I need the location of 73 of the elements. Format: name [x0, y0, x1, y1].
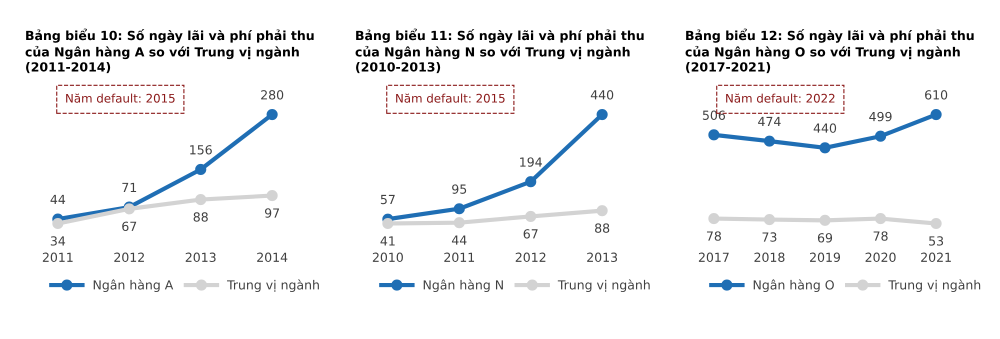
legend-label: Ngân hàng O [754, 279, 834, 292]
data-label: 44 [452, 236, 467, 245]
point [266, 190, 278, 202]
data-label: 88 [194, 212, 208, 222]
point [764, 136, 775, 147]
x-tick-label: 2011 [42, 252, 73, 262]
chart-title: Bảng biểu 11: Số ngày lãi và phí phải thu của Ngân hàng N so với Trung vị ngành (2010-2013) [356, 28, 644, 74]
data-label: 499 [869, 112, 892, 122]
data-label: 474 [758, 116, 781, 126]
point [266, 108, 278, 120]
legend-label: Ngân hàng N [424, 279, 503, 292]
data-label: 194 [520, 157, 542, 167]
point [930, 218, 942, 230]
point [382, 218, 394, 230]
data-label: 57 [380, 194, 395, 204]
x-tick-label: 2020 [866, 252, 896, 262]
text: Năm default: 2015 [396, 94, 505, 103]
data-label: 156 [190, 145, 212, 155]
point [525, 176, 536, 188]
text: Năm default: 2022 [726, 94, 834, 103]
point [819, 142, 831, 154]
x-tick-label: 2012 [114, 252, 144, 262]
point [708, 213, 720, 224]
data-label: 44 [50, 194, 66, 204]
x-tick-label: 2012 [516, 252, 546, 262]
data-label: 71 [122, 182, 136, 192]
point [195, 164, 206, 176]
x-tick-label: 2013 [587, 252, 618, 262]
data-label: 610 [925, 90, 948, 100]
x-tick-label: 2017 [698, 252, 729, 262]
point [764, 214, 775, 226]
legend-label: Ngân hàng A [94, 279, 174, 292]
chart-title: Bảng biểu 10: Số ngày lãi và phí phải thu của Ngân hàng A so với Trung vị ngành (2011-2014) [26, 28, 314, 74]
data-label: 280 [261, 90, 284, 100]
x-tick-label: 2019 [810, 252, 840, 262]
data-label: 97 [264, 208, 280, 218]
point [525, 210, 536, 222]
data-label: 53 [929, 236, 944, 246]
x-tick-label: 2013 [186, 252, 216, 262]
data-label: 95 [452, 184, 466, 194]
x-tick-label: 2021 [921, 252, 951, 262]
point [454, 203, 465, 214]
x-tick-label: 2010 [372, 252, 403, 262]
data-label: 34 [50, 236, 66, 246]
data-label: 78 [706, 231, 721, 241]
chart-title: Bảng biểu 12: Số ngày lãi và phí phải thu của Ngân hàng O so với Trung vị ngành (2017-2021) [686, 28, 974, 74]
point [930, 108, 942, 120]
data-label: 506 [702, 110, 726, 120]
point [708, 129, 720, 140]
point [875, 130, 886, 142]
point [875, 213, 886, 224]
x-tick-label: 2018 [754, 252, 784, 262]
point [52, 218, 64, 230]
point [819, 214, 831, 226]
data-label: 78 [874, 231, 888, 241]
x-tick-label: 2011 [444, 252, 474, 262]
text: Năm default: 2015 [66, 94, 175, 103]
data-label: 67 [524, 229, 538, 239]
data-label: 69 [818, 233, 832, 243]
point [454, 217, 465, 228]
point [596, 205, 608, 216]
data-label: 440 [590, 90, 614, 100]
data-label: 440 [814, 123, 836, 133]
data-label: 73 [762, 232, 776, 242]
data-label: 88 [595, 223, 610, 233]
legend-label: Trung vị ngành [227, 279, 319, 292]
data-label: 41 [380, 236, 395, 246]
legend-label: Trung vị ngành [888, 279, 980, 292]
x-tick-label: 2014 [257, 252, 288, 262]
legend-label: Trung vị ngành [558, 279, 650, 292]
data-label: 67 [122, 222, 136, 232]
point [596, 108, 608, 120]
point [195, 194, 206, 206]
